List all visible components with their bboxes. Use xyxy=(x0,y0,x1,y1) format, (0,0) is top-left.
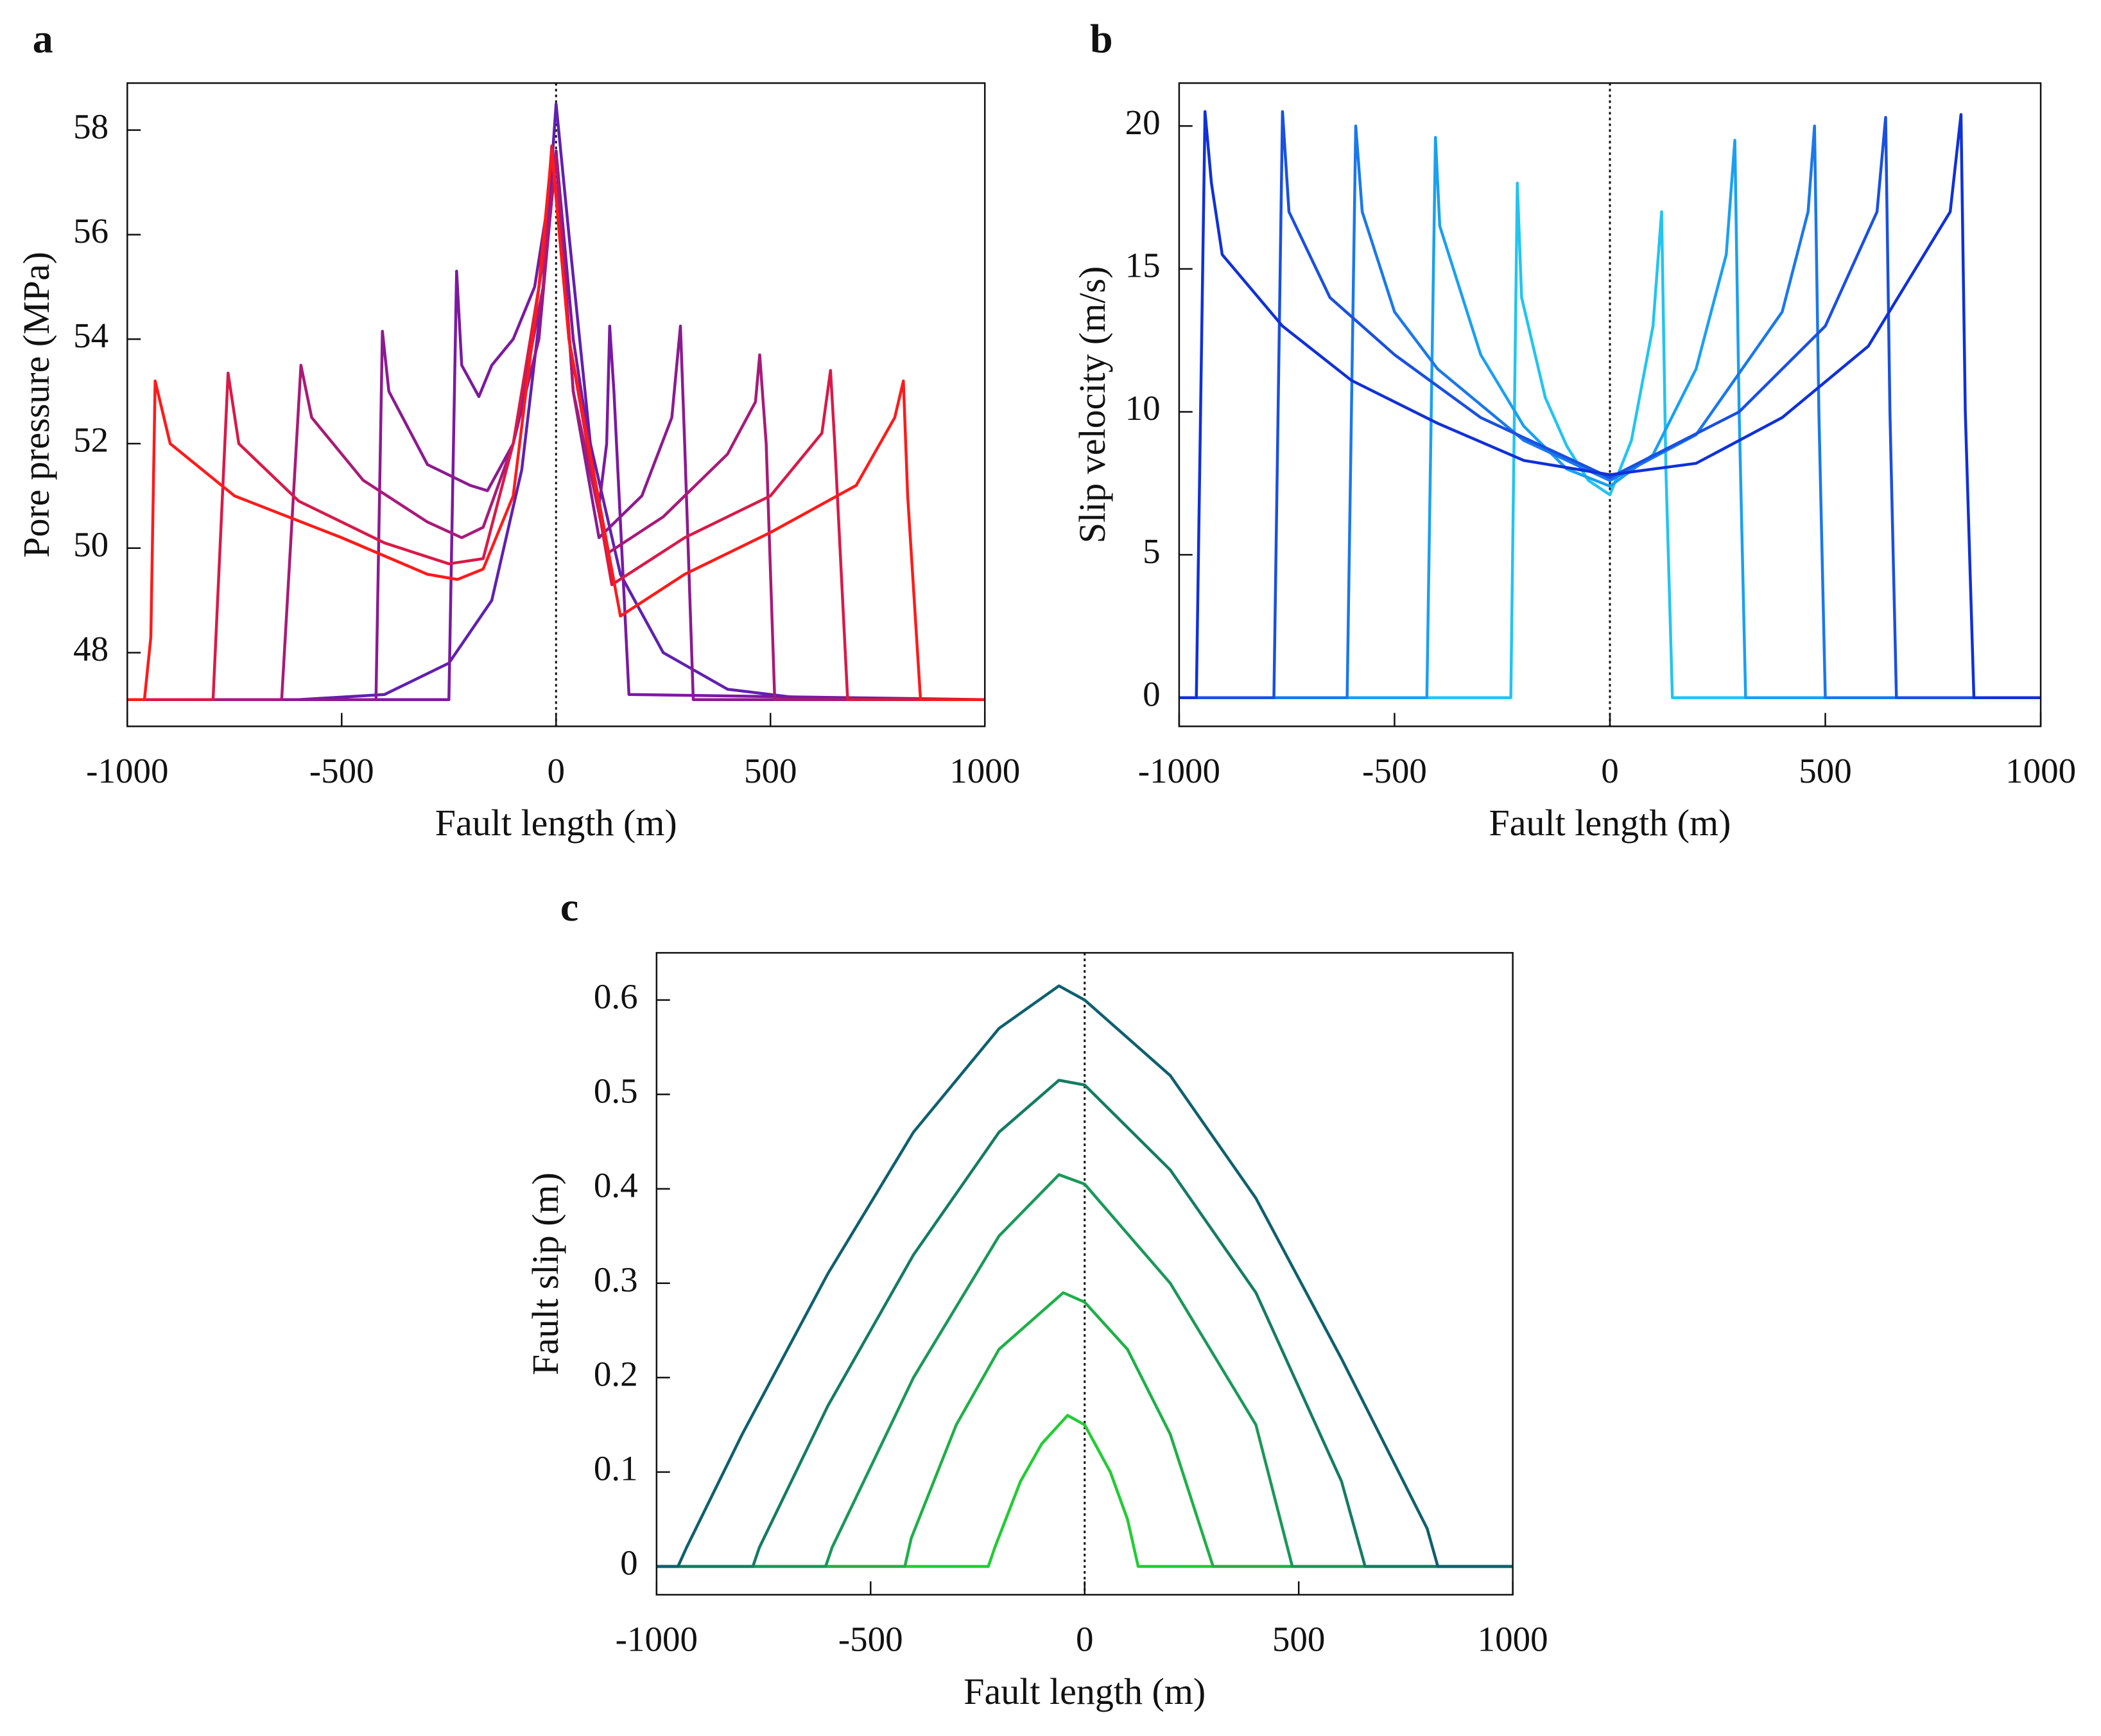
y-tick-label: 0 xyxy=(1143,674,1161,713)
panel-label: b xyxy=(1090,15,1113,61)
y-tick-label: 48 xyxy=(73,629,108,668)
data-line xyxy=(127,155,985,702)
data-line xyxy=(656,1291,1513,1568)
panel-label: c xyxy=(560,884,578,930)
y-tick-label: 0.1 xyxy=(594,1448,638,1488)
axes-box xyxy=(126,82,986,727)
x-tick-label: 1000 xyxy=(949,751,1020,790)
panel-label: a xyxy=(33,15,53,61)
x-tick-label: -500 xyxy=(309,751,374,790)
y-tick-label: 20 xyxy=(1125,103,1161,142)
x-tick-label: 0 xyxy=(1601,751,1619,790)
y-tick-label: 52 xyxy=(73,421,108,460)
x-tick-label: -500 xyxy=(1362,751,1427,790)
y-tick-label: 0.5 xyxy=(594,1071,638,1110)
x-axis-label: Fault length (m) xyxy=(435,802,677,844)
data-line xyxy=(656,1414,1513,1568)
y-tick-label: 58 xyxy=(73,107,108,146)
x-tick-label: 500 xyxy=(1799,751,1852,790)
y-tick-label: 0.2 xyxy=(594,1354,638,1393)
data-line xyxy=(1179,135,2041,700)
y-axis-label: Fault slip (m) xyxy=(524,1172,566,1375)
data-line xyxy=(1179,182,2041,700)
x-tick-label: -1000 xyxy=(1138,751,1220,790)
x-tick-label: 0 xyxy=(548,751,566,790)
x-tick-label: 500 xyxy=(744,751,797,790)
y-tick-label: 15 xyxy=(1125,245,1161,284)
x-axis-label: Fault length (m) xyxy=(964,1671,1206,1712)
y-tick-label: 56 xyxy=(73,211,108,250)
x-tick-label: -1000 xyxy=(616,1620,698,1659)
axes-box xyxy=(1178,82,2042,727)
y-tick-label: 5 xyxy=(1143,532,1161,571)
x-tick-label: 0 xyxy=(1076,1620,1094,1659)
y-axis-label: Slip velocity (m/s) xyxy=(1071,266,1113,544)
y-tick-label: 10 xyxy=(1125,388,1161,428)
x-axis-label: Fault length (m) xyxy=(1489,802,1731,844)
y-axis-label: Pore pressure (MPa) xyxy=(15,252,57,558)
y-tick-label: 50 xyxy=(73,525,108,564)
x-tick-label: -1000 xyxy=(86,751,168,790)
y-tick-label: 0.3 xyxy=(594,1260,638,1299)
data-line xyxy=(656,984,1513,1568)
data-line xyxy=(656,1079,1513,1568)
x-tick-label: 1000 xyxy=(1478,1620,1548,1659)
data-line xyxy=(1179,110,2041,700)
y-tick-label: 0.6 xyxy=(594,976,638,1016)
y-tick-label: 0 xyxy=(620,1543,638,1582)
x-tick-label: 500 xyxy=(1272,1620,1326,1659)
x-tick-label: -500 xyxy=(838,1620,903,1659)
data-line xyxy=(1179,124,2041,700)
y-tick-label: 0.4 xyxy=(594,1165,638,1204)
data-line xyxy=(656,1173,1513,1568)
y-tick-label: 54 xyxy=(73,316,108,355)
x-tick-label: 1000 xyxy=(2005,751,2076,790)
data-line xyxy=(127,149,985,702)
axes-box xyxy=(655,951,1514,1596)
data-line xyxy=(127,102,985,702)
